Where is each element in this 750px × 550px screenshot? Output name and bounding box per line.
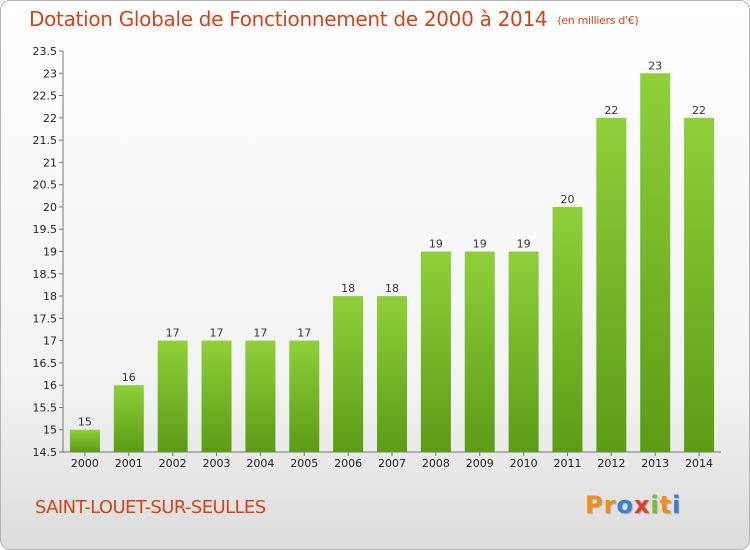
y-tick-label: 23.5 xyxy=(33,45,58,58)
commune-name: SAINT-LOUET-SUR-SEULLES xyxy=(35,497,266,518)
bar-value-label: 15 xyxy=(78,416,92,429)
bar xyxy=(245,340,276,452)
chart-title: Dotation Globale de Fonctionnement de 20… xyxy=(29,7,639,31)
x-tick-label: 2001 xyxy=(115,457,143,470)
bar xyxy=(552,206,583,452)
x-tick-label: 2004 xyxy=(246,457,274,470)
y-tick-label: 18 xyxy=(43,290,57,303)
bar xyxy=(113,385,144,452)
bar-value-label: 18 xyxy=(385,282,399,295)
x-tick-label: 2012 xyxy=(597,457,625,470)
x-tick-label: 2005 xyxy=(290,457,318,470)
bar-value-label: 23 xyxy=(648,59,662,72)
y-tick-label: 16 xyxy=(43,379,57,392)
y-tick-label: 15 xyxy=(43,424,57,437)
chart-title-text: Dotation Globale de Fonctionnement de 20… xyxy=(29,7,548,31)
bar-value-label: 19 xyxy=(429,238,443,251)
bar-value-label: 20 xyxy=(560,193,574,206)
y-tick-label: 19 xyxy=(43,246,57,259)
bar xyxy=(157,340,188,452)
y-tick-label: 15.5 xyxy=(33,401,58,414)
x-tick-label: 2009 xyxy=(466,457,494,470)
logo-letter: i xyxy=(650,491,660,519)
x-tick-label: 2006 xyxy=(334,457,362,470)
y-tick-label: 22 xyxy=(43,112,57,125)
bar xyxy=(377,296,407,452)
y-tick-label: 14.5 xyxy=(33,446,58,459)
bar-value-label: 17 xyxy=(297,327,311,340)
y-tick-label: 21.5 xyxy=(33,134,58,147)
bar xyxy=(69,429,100,452)
bar xyxy=(508,251,539,452)
y-tick-label: 19.5 xyxy=(33,223,58,236)
y-tick-label: 21 xyxy=(43,156,57,169)
bar xyxy=(201,340,232,452)
x-tick-label: 2014 xyxy=(685,457,713,470)
bar-value-label: 19 xyxy=(473,238,487,251)
logo-letter: r xyxy=(603,491,617,519)
bar-value-label: 17 xyxy=(210,327,224,340)
bar-value-label: 22 xyxy=(692,104,706,117)
logo-letter: x xyxy=(633,491,651,519)
x-tick-label: 2013 xyxy=(641,457,669,470)
chart-subtitle: (en milliers d'€) xyxy=(557,14,639,27)
x-tick-label: 2003 xyxy=(203,457,231,470)
bar-value-label: 16 xyxy=(122,371,136,384)
bar-value-label: 18 xyxy=(341,282,355,295)
bar xyxy=(464,251,495,452)
bar-value-label: 17 xyxy=(253,327,267,340)
y-tick-label: 17 xyxy=(43,335,57,348)
y-tick-label: 22.5 xyxy=(33,90,58,103)
plot-area: 14.5 15 15.5 16 16.5 17 17.5 18 18.5 19 19.5 20 20.5… xyxy=(33,45,721,470)
y-tick-label: 20 xyxy=(43,201,57,214)
logo-letter: o xyxy=(616,491,634,519)
logo-letter: P xyxy=(585,491,604,519)
proxiti-logo: Proxiti xyxy=(585,491,681,519)
bar xyxy=(640,73,671,453)
bar-value-label: 19 xyxy=(517,238,531,251)
y-tick-label: 16.5 xyxy=(33,357,58,370)
x-tick-label: 2007 xyxy=(378,457,406,470)
bar xyxy=(289,340,320,452)
y-tick-label: 18.5 xyxy=(33,268,58,281)
logo-letter: i xyxy=(672,491,682,519)
logo-letter: t xyxy=(659,491,673,519)
y-tick-label: 23 xyxy=(43,67,57,80)
x-tick-label: 2008 xyxy=(422,457,450,470)
x-tick-label: 2011 xyxy=(553,457,581,470)
bar xyxy=(596,117,627,452)
y-tick-label: 20.5 xyxy=(33,179,58,192)
x-tick-label: 2010 xyxy=(510,457,538,470)
bar xyxy=(333,296,364,452)
bar-value-label: 17 xyxy=(166,327,180,340)
x-tick-label: 2000 xyxy=(71,457,99,470)
y-tick-label: 17.5 xyxy=(33,312,58,325)
x-tick-label: 2002 xyxy=(159,457,187,470)
bar-value-label: 22 xyxy=(604,104,618,117)
bar xyxy=(684,117,715,452)
bar xyxy=(420,251,451,452)
